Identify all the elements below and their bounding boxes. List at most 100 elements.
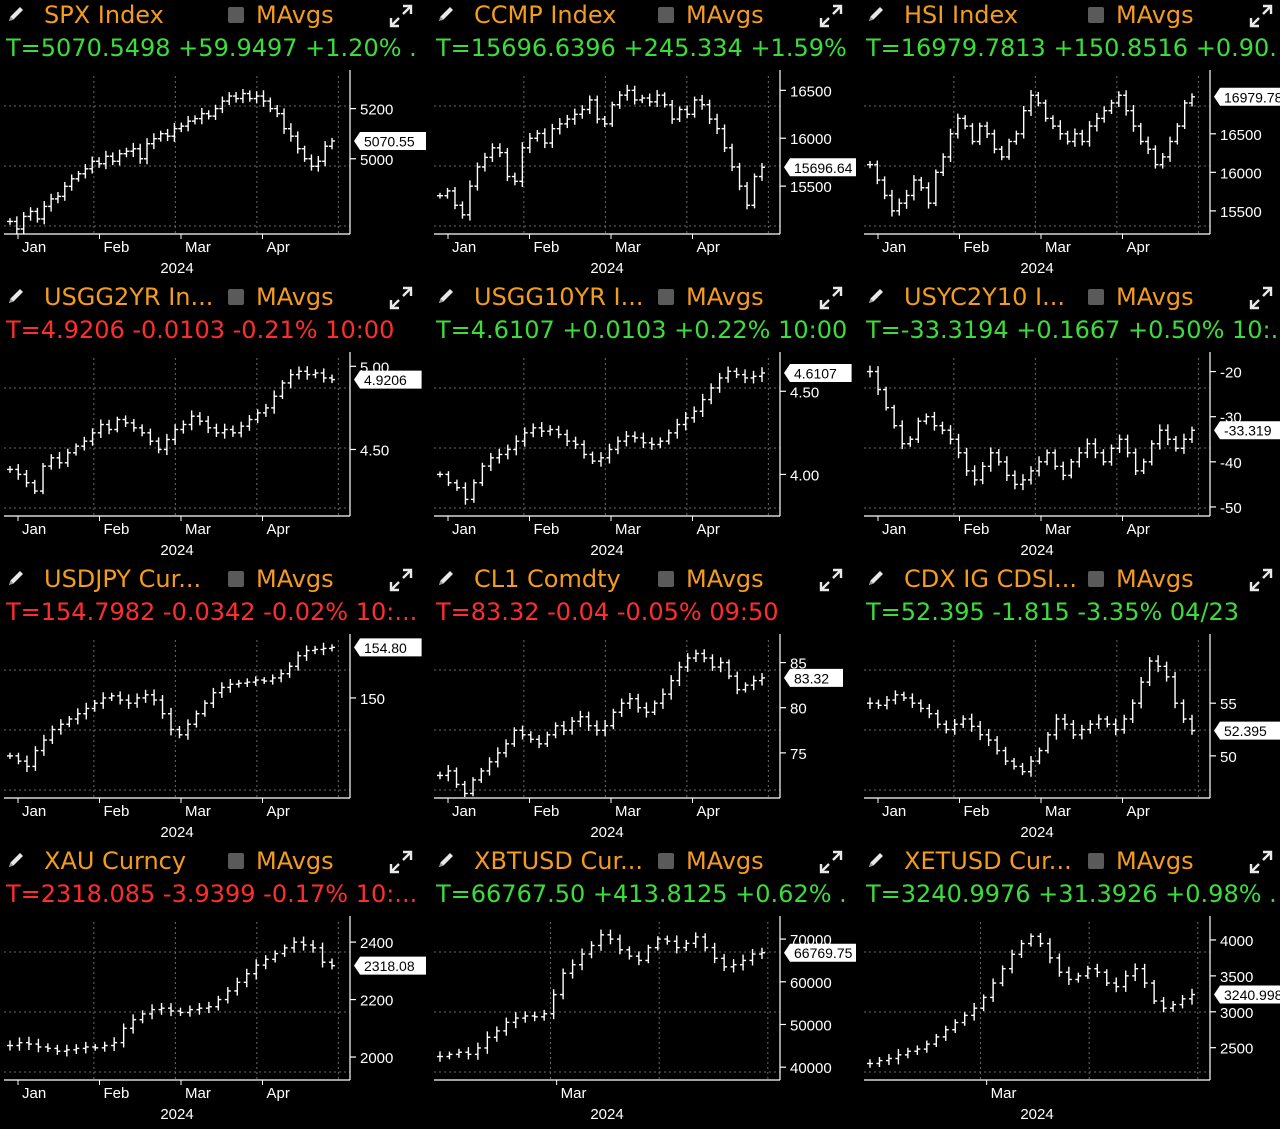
panel-header: CCMP Index MAvgs	[430, 0, 856, 30]
pencil-icon[interactable]	[436, 568, 456, 588]
price-bar	[75, 170, 82, 182]
x-tick-label: Jan	[452, 521, 476, 538]
security-title[interactable]: USDJPY Cur...	[44, 565, 202, 593]
checkbox-icon[interactable]	[658, 289, 674, 305]
price-bar	[96, 157, 103, 168]
mavgs-label[interactable]: MAvgs	[256, 1, 334, 29]
expand-icon[interactable]	[1248, 849, 1274, 875]
checkbox-icon[interactable]	[658, 853, 674, 869]
expand-icon[interactable]	[388, 285, 414, 311]
checkbox-icon[interactable]	[1088, 571, 1104, 587]
price-bar	[35, 1038, 42, 1053]
pencil-icon[interactable]	[6, 568, 26, 588]
price-bar	[101, 1041, 108, 1052]
mavgs-label[interactable]: MAvgs	[256, 847, 334, 875]
security-title[interactable]: HSI Index	[904, 1, 1019, 29]
expand-icon[interactable]	[1248, 567, 1274, 593]
pencil-icon[interactable]	[436, 286, 456, 306]
price-bar	[1170, 1001, 1177, 1012]
checkbox-icon[interactable]	[228, 571, 244, 587]
mavgs-label[interactable]: MAvgs	[1116, 283, 1194, 311]
checkbox-icon[interactable]	[1088, 853, 1104, 869]
price-bars	[437, 84, 765, 221]
x-tick-label: Feb	[534, 803, 560, 820]
pencil-icon[interactable]	[6, 286, 26, 306]
security-title[interactable]: USGG10YR I...	[474, 283, 644, 311]
pencil-icon[interactable]	[866, 286, 886, 306]
pencil-icon[interactable]	[436, 4, 456, 24]
expand-icon[interactable]	[818, 3, 844, 29]
price-bar	[521, 427, 528, 447]
security-title[interactable]: USGG2YR In...	[44, 283, 214, 311]
price-bar	[1130, 104, 1137, 132]
price-bar	[1180, 433, 1187, 454]
price-bar	[1189, 714, 1195, 735]
y-tick-label: 50	[1220, 749, 1237, 766]
price-bar	[1104, 715, 1111, 728]
price-bar	[445, 765, 452, 782]
expand-icon[interactable]	[388, 567, 414, 593]
pencil-icon[interactable]	[866, 850, 886, 870]
year-label: 2024	[1020, 260, 1053, 277]
checkbox-icon[interactable]	[658, 571, 674, 587]
pencil-icon[interactable]	[6, 4, 26, 24]
mavgs-label[interactable]: MAvgs	[256, 565, 334, 593]
price-bar	[1172, 436, 1179, 452]
expand-icon[interactable]	[1248, 285, 1274, 311]
mavgs-label[interactable]: MAvgs	[1116, 1, 1194, 29]
expand-icon[interactable]	[818, 567, 844, 593]
pencil-icon[interactable]	[6, 850, 26, 870]
mavgs-label[interactable]: MAvgs	[1116, 565, 1194, 593]
mavgs-label[interactable]: MAvgs	[686, 283, 764, 311]
checkbox-icon[interactable]	[228, 289, 244, 305]
panel-header: CDX IG CDSI... MAvgs	[860, 564, 1280, 594]
price-bar	[903, 189, 910, 209]
price-bar	[1028, 90, 1034, 116]
security-title[interactable]: XAU Curncy	[44, 847, 187, 875]
pencil-icon[interactable]	[866, 568, 886, 588]
expand-icon[interactable]	[818, 849, 844, 875]
price-bar	[487, 452, 494, 472]
price-bar	[252, 676, 259, 686]
price-bar	[44, 1043, 51, 1053]
checkbox-icon[interactable]	[228, 7, 244, 23]
security-title[interactable]: CDX IG CDSI...	[904, 565, 1078, 593]
y-tick-label: 150	[360, 691, 385, 708]
expand-icon[interactable]	[388, 849, 414, 875]
x-tick-label: Jan	[452, 239, 476, 256]
price-bar	[1011, 757, 1018, 770]
mavgs-label[interactable]: MAvgs	[256, 283, 334, 311]
price-bar	[1148, 440, 1155, 466]
mavgs-label[interactable]: MAvgs	[686, 1, 764, 29]
security-title[interactable]: CCMP Index	[474, 1, 617, 29]
checkbox-icon[interactable]	[1088, 289, 1104, 305]
price-bar	[875, 366, 882, 395]
mavgs-label[interactable]: MAvgs	[686, 565, 764, 593]
security-title[interactable]: XETUSD Cur...	[904, 847, 1072, 875]
price-bar	[536, 734, 543, 749]
price-bar	[616, 934, 623, 955]
security-title[interactable]: SPX Index	[44, 1, 164, 29]
price-bar	[1189, 426, 1195, 443]
security-title[interactable]: USYC2Y10 I...	[904, 283, 1065, 311]
security-title[interactable]: CL1 Comdty	[474, 565, 621, 593]
checkbox-icon[interactable]	[658, 7, 674, 23]
price-bar	[631, 85, 638, 105]
security-title[interactable]: XBTUSD Cur...	[474, 847, 643, 875]
pencil-icon[interactable]	[866, 4, 886, 24]
quote-line: T=83.32 -0.04 -0.05% 09:50	[436, 598, 779, 626]
mavgs-label[interactable]: MAvgs	[1116, 847, 1194, 875]
price-bar	[193, 710, 200, 728]
pencil-icon[interactable]	[436, 850, 456, 870]
expand-icon[interactable]	[388, 3, 414, 29]
y-tick-label: -20	[1220, 365, 1242, 382]
price-bar	[932, 169, 939, 207]
expand-icon[interactable]	[1248, 3, 1274, 29]
mavgs-label[interactable]: MAvgs	[686, 847, 764, 875]
price-bar	[522, 1011, 529, 1023]
checkbox-icon[interactable]	[1088, 7, 1104, 23]
price-bar	[1093, 112, 1100, 132]
panel-header: XAU Curncy MAvgs	[0, 846, 426, 876]
checkbox-icon[interactable]	[228, 853, 244, 869]
expand-icon[interactable]	[818, 285, 844, 311]
